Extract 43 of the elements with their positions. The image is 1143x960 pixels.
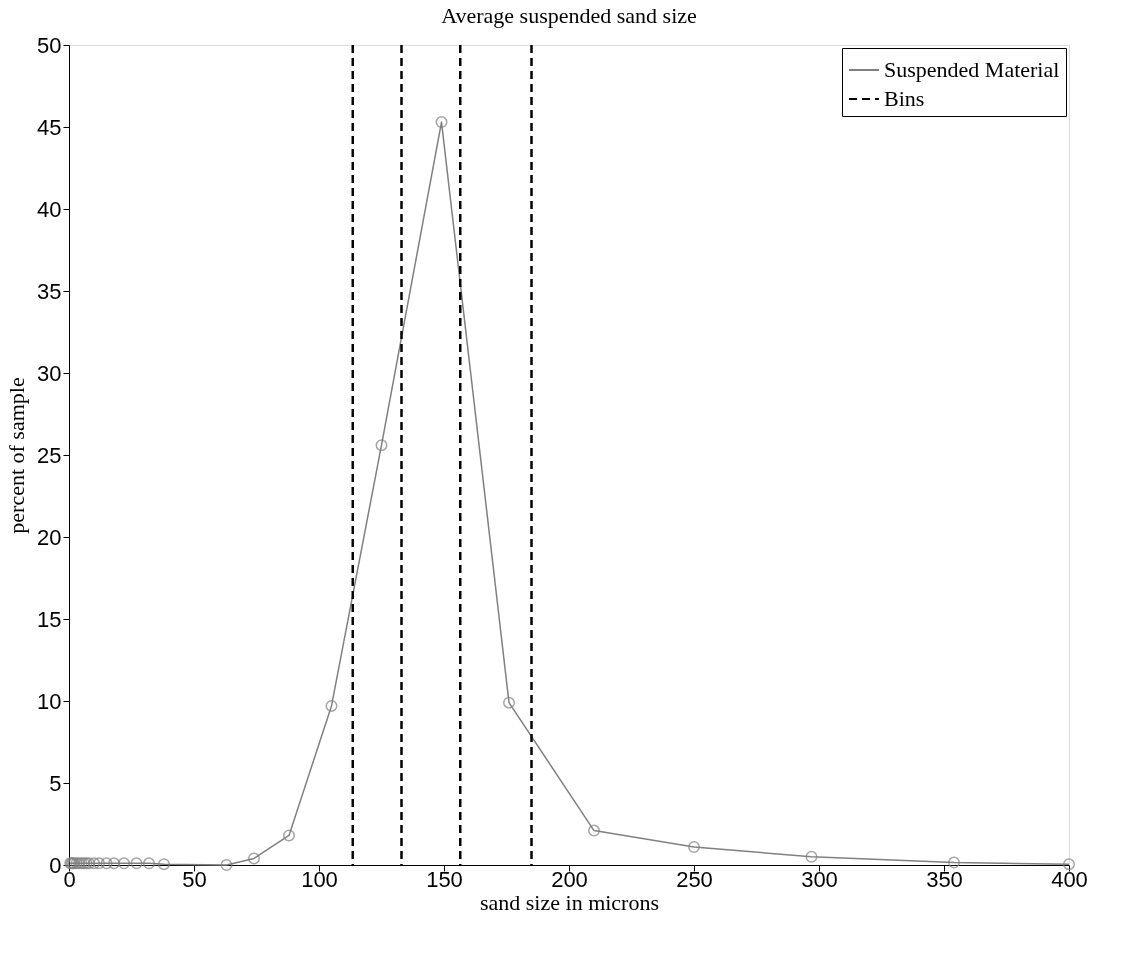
x-tick-label: 150 [426, 866, 463, 892]
point [375, 439, 388, 452]
point [503, 696, 515, 709]
x-tick-label: 300 [801, 866, 838, 892]
point [435, 116, 448, 129]
y-tick-label: 25 [37, 442, 62, 468]
point [325, 699, 338, 712]
y-tick-label: 5 [49, 770, 62, 796]
x-tick-label: 50 [182, 866, 207, 892]
x-tick-label: 400 [1051, 866, 1088, 892]
point [88, 857, 100, 870]
point [93, 857, 105, 870]
y-tick-label: 45 [37, 114, 62, 140]
x-tick-label: 350 [926, 866, 963, 892]
x-tick-label: 250 [676, 866, 713, 892]
point [1063, 858, 1075, 871]
ref-line-label: Bins [884, 86, 925, 111]
point [108, 857, 120, 870]
point [948, 856, 960, 869]
y-axis-title: percent of sample [4, 377, 30, 534]
point [220, 859, 233, 871]
y-tick-label: 35 [37, 278, 62, 304]
y-tick-label: 40 [37, 196, 62, 222]
y-tick-label: 30 [37, 360, 62, 386]
point [130, 857, 143, 870]
point [248, 852, 260, 865]
y-tick-label: 10 [37, 688, 62, 714]
point [805, 850, 818, 863]
x-axis-title: sand size in microns [479, 889, 660, 915]
point [118, 857, 130, 870]
point [688, 840, 700, 853]
y-tick-label: 20 [37, 524, 62, 550]
point [283, 829, 295, 842]
y-tick-label: 15 [37, 606, 62, 632]
x-tick-label: 200 [551, 866, 588, 892]
point [100, 857, 113, 870]
chart-title: Average suspended sand size [441, 3, 697, 28]
point [158, 858, 170, 871]
y-tick-label: 50 [37, 32, 62, 58]
point [143, 857, 155, 870]
point [588, 824, 600, 837]
legend-label: Suspended Material [884, 57, 1060, 82]
x-tick-label: 100 [301, 866, 338, 892]
